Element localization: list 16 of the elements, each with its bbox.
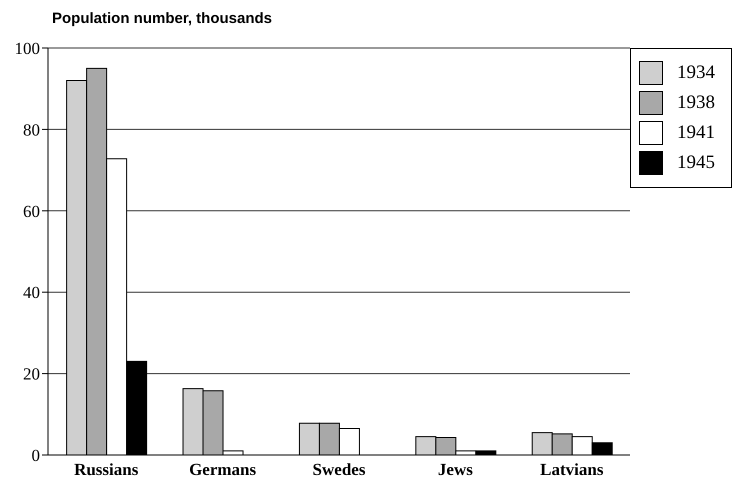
y-tick-label: 0 [32, 446, 40, 466]
legend-label: 1941 [677, 122, 715, 144]
x-tick-label: Latvians [540, 460, 604, 480]
y-tick-label: 100 [14, 39, 40, 58]
y-tick-label: 80 [23, 120, 40, 140]
x-tick-label: Swedes [312, 460, 366, 480]
x-tick-label: Jews [438, 460, 474, 480]
legend-label: 1945 [677, 152, 715, 174]
y-tick-label: 40 [23, 283, 40, 302]
legend-label: 1938 [677, 92, 715, 114]
y-tick-label: 20 [23, 364, 40, 384]
chart-title: Population number, thousands [52, 10, 272, 27]
x-tick-label: Germans [189, 460, 257, 480]
legend-label: 1934 [677, 62, 715, 84]
y-tick-label: 60 [23, 202, 40, 221]
x-tick-label: Russians [74, 460, 139, 480]
